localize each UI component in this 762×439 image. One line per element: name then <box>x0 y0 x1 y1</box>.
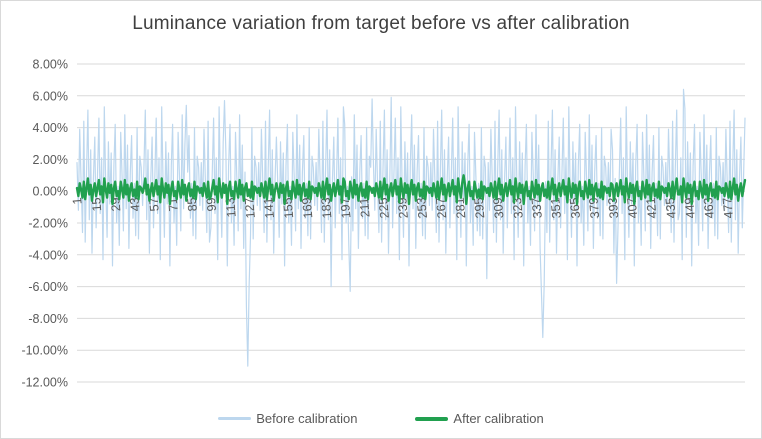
x-tick-label: 449 <box>682 197 698 219</box>
legend: Before calibration After calibration <box>1 411 761 426</box>
x-tick-label: 113 <box>223 197 239 218</box>
x-tick-label: 295 <box>472 197 488 219</box>
x-tick-label: 463 <box>701 197 717 219</box>
y-tick-label: -12.00% <box>21 376 68 390</box>
legend-label-before: Before calibration <box>256 411 358 426</box>
x-tick-label: 85 <box>185 197 200 212</box>
y-tick-label: -2.00% <box>28 217 68 231</box>
y-tick-label: -4.00% <box>28 248 68 262</box>
chart-title: Luminance variation from target before v… <box>132 13 630 34</box>
x-tick-label: 477 <box>720 197 736 219</box>
y-tick-label: 2.00% <box>33 153 68 167</box>
x-tick-label: 393 <box>606 197 622 219</box>
x-tick-label: 407 <box>625 197 641 219</box>
y-tick-label: 0.00% <box>33 185 68 199</box>
x-tick-label: 197 <box>338 197 354 219</box>
after-series-swatch <box>415 416 449 421</box>
y-tick-label: -6.00% <box>28 280 68 294</box>
x-tick-label: 365 <box>567 197 583 219</box>
x-tick-label: 267 <box>433 197 449 219</box>
x-tick-label: 127 <box>242 197 258 219</box>
x-tick-label: 141 <box>261 197 277 219</box>
y-tick-label: 4.00% <box>33 121 68 135</box>
x-tick-label: 253 <box>414 197 430 219</box>
x-tick-label: 309 <box>491 197 507 219</box>
x-tick-label: 155 <box>280 197 296 219</box>
legend-item-before-calibration: Before calibration <box>218 411 357 426</box>
x-tick-label: 337 <box>529 197 545 219</box>
series-line-before-calibration <box>76 88 746 367</box>
y-tick-label: -8.00% <box>28 312 68 326</box>
x-tick-label: 351 <box>548 197 564 219</box>
legend-label-after: After calibration <box>453 411 544 426</box>
x-tick-label: 379 <box>586 197 602 219</box>
legend-item-after-calibration: After calibration <box>415 411 544 426</box>
x-tick-label: 183 <box>319 197 335 219</box>
x-tick-label: 169 <box>300 197 316 219</box>
x-tick-label: 29 <box>108 197 123 212</box>
y-tick-label: 6.00% <box>33 89 68 103</box>
x-tick-label: 211 <box>357 197 373 218</box>
x-tick-label: 99 <box>204 197 219 212</box>
x-tick-label: 43 <box>127 197 142 212</box>
series-line-after-calibration <box>75 174 747 206</box>
x-tick-label: 435 <box>663 197 679 219</box>
x-tick-label: 421 <box>644 197 660 219</box>
before-series-swatch <box>218 417 252 420</box>
x-tick-label: 225 <box>376 197 392 219</box>
x-tick-label: 71 <box>166 197 181 212</box>
x-tick-label: 1 <box>70 197 85 205</box>
y-tick-label: -10.00% <box>21 344 68 358</box>
y-tick-label: 8.00% <box>33 58 68 72</box>
